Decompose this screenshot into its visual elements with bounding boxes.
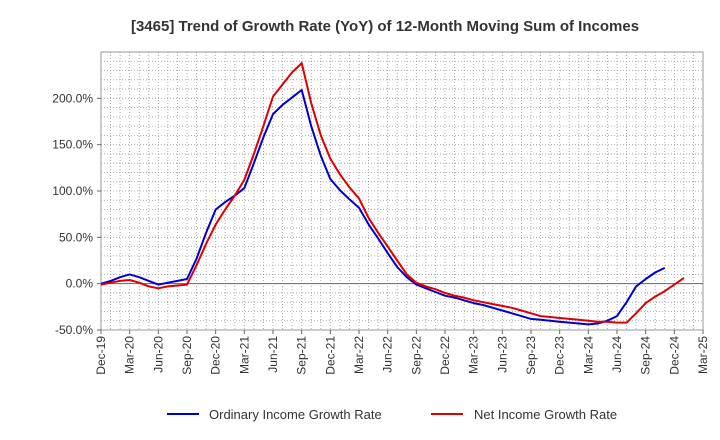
legend: Ordinary Income Growth Rate Net Income Gr… xyxy=(167,407,617,422)
x-tick-label: Mar-24 xyxy=(581,336,595,374)
legend-label-1: Ordinary Income Growth Rate xyxy=(209,407,382,422)
x-tick-label: Jun-20 xyxy=(151,336,165,373)
x-tick-label: Mar-20 xyxy=(123,336,137,374)
x-tick-label: Sep-21 xyxy=(295,336,309,375)
x-tick-label: Mar-23 xyxy=(467,336,481,374)
x-tick-label: Mar-25 xyxy=(696,336,710,374)
x-tick-label: Jun-24 xyxy=(610,336,624,373)
y-tick-label: -50.0% xyxy=(55,323,93,337)
x-tick-label: Dec-19 xyxy=(94,336,108,375)
x-tick-label: Sep-22 xyxy=(409,336,423,375)
series-layer xyxy=(100,62,685,326)
x-tick-label: Dec-22 xyxy=(438,336,452,375)
grid xyxy=(100,51,704,331)
x-tick-label: Mar-21 xyxy=(237,336,251,374)
x-tick-label: Dec-20 xyxy=(209,336,223,375)
x-tick-label: Sep-20 xyxy=(180,336,194,375)
y-tick-label: 150.0% xyxy=(52,138,93,152)
x-tick-label: Jun-22 xyxy=(381,336,395,373)
y-tick-label: 0.0% xyxy=(66,277,94,291)
y-tick-label: 100.0% xyxy=(52,184,93,198)
x-tick-label: Mar-22 xyxy=(352,336,366,374)
y-tick-label: 50.0% xyxy=(59,230,93,244)
x-tick-label: Dec-21 xyxy=(323,336,337,375)
series-line-1 xyxy=(100,89,666,326)
chart-title: [3465] Trend of Growth Rate (YoY) of 12-… xyxy=(131,18,639,35)
axes: -50.0% 0.0% 50.0% 100.0% 150.0% 200.0% Dec-19 M… xyxy=(52,91,710,374)
x-tick-label: Sep-24 xyxy=(639,336,653,375)
x-tick-label: Dec-24 xyxy=(667,336,681,375)
x-tick-label: Jun-21 xyxy=(266,336,280,373)
series-line-2 xyxy=(100,62,685,324)
x-tick-label: Dec-23 xyxy=(553,336,567,375)
legend-label-2: Net Income Growth Rate xyxy=(474,407,617,422)
y-tick-label: 200.0% xyxy=(52,91,93,105)
x-tick-label: Sep-23 xyxy=(524,336,538,375)
x-tick-label: Jun-23 xyxy=(495,336,509,373)
